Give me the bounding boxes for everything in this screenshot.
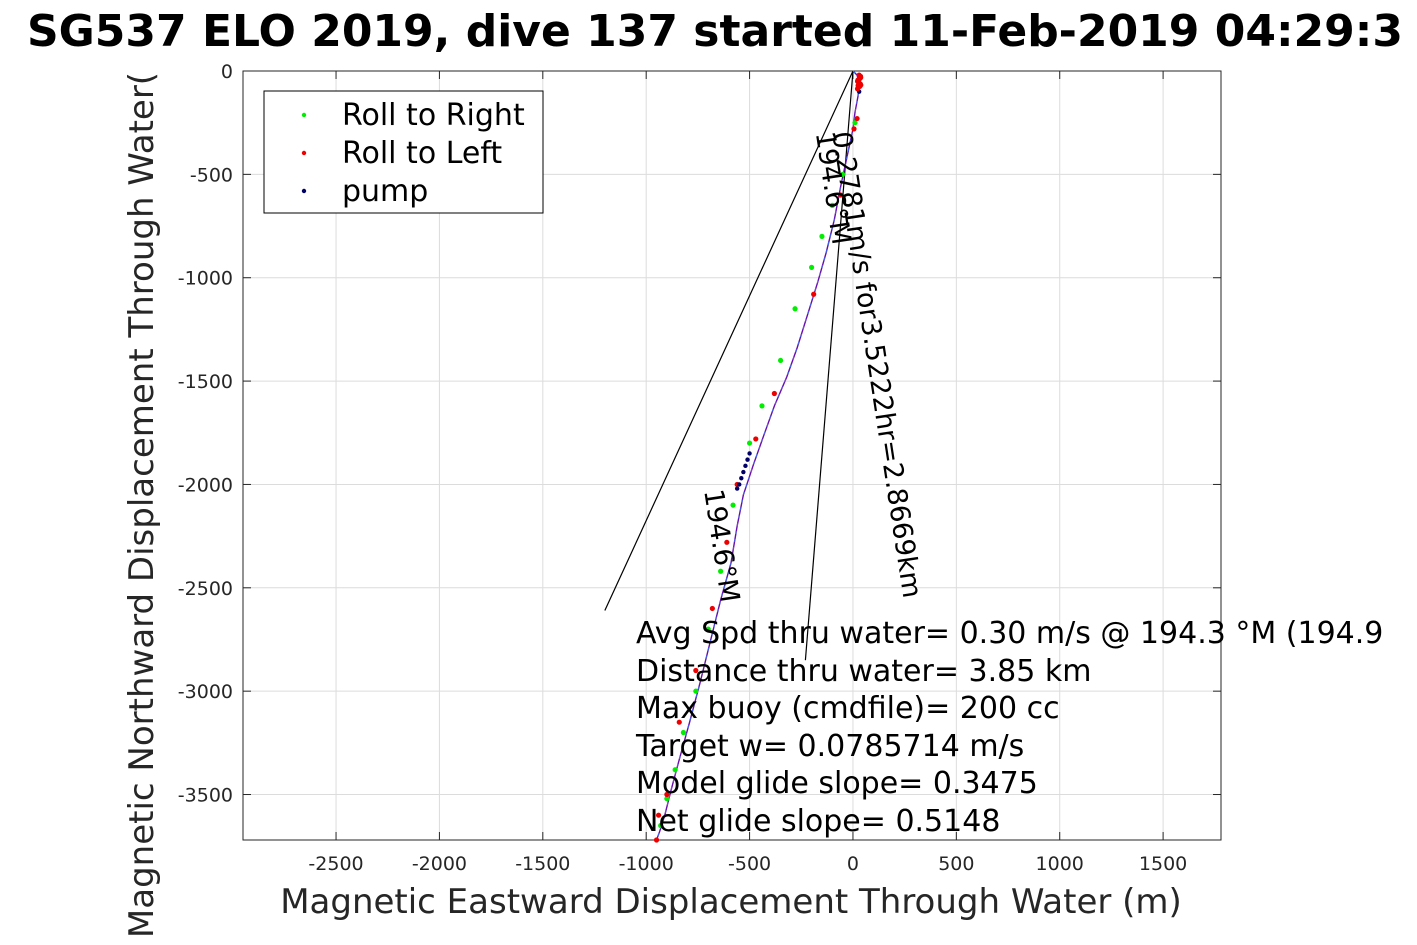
y-tick-label: -1000: [178, 268, 233, 290]
roll-to-left-point: [753, 436, 759, 442]
roll-to-left-point: [724, 539, 730, 545]
roll-to-right-point: [777, 357, 784, 364]
chart-title: SG537 ELO 2019, dive 137 started 11-Feb-…: [27, 6, 1403, 57]
roll-to-right-point: [852, 120, 858, 126]
y-tick-label: 0: [221, 61, 233, 83]
roll-to-left-point: [676, 719, 682, 725]
annotation-net-glide-slope: Net glide slope= 0.5148: [636, 804, 1000, 839]
roll-to-left-point: [854, 86, 861, 92]
roll-to-right-point: [658, 822, 664, 829]
annotation-avg-speed: Avg Spd thru water= 0.30 m/s @ 194.3 °M …: [636, 616, 1383, 651]
roll-to-left-point: [771, 390, 777, 397]
roll-to-right-point: [829, 202, 835, 208]
roll-to-right-point: [746, 440, 753, 446]
legend-box: [263, 90, 544, 214]
roll-to-right-point: [693, 688, 699, 694]
pump-point: [734, 486, 740, 491]
roll-to-right-point: [819, 233, 825, 239]
roll-to-left-point: [854, 115, 860, 122]
plot-area: [242, 70, 1222, 841]
x-tick-label: -2500: [308, 853, 363, 875]
roll-to-right-point: [759, 403, 765, 409]
roll-to-right-point: [672, 767, 678, 773]
roll-to-left-point: [851, 126, 857, 132]
x-tick-label: -500: [728, 853, 771, 875]
y-tick-label: -2000: [178, 474, 233, 496]
roll-to-right-point: [730, 502, 736, 508]
roll-to-left-point: [709, 605, 715, 612]
vector-labels: 0.2781m/s for3.5222hr=2.8669km194.6°M194…: [697, 129, 927, 604]
x-tick-label: 0: [847, 853, 859, 875]
annotation-target-w: Target w= 0.0785714 m/s: [635, 729, 1024, 764]
pump-point: [741, 469, 746, 475]
roll-to-left-point: [655, 812, 662, 818]
legend-marker-pump: [301, 188, 307, 194]
legend: Roll to Right Roll to Left pump: [263, 90, 544, 214]
axis-ticks: -2500 -2000 -1500 -1000 -500 0 500 1000 1500 0 -50…: [178, 61, 1221, 875]
y-tick-label: -500: [190, 164, 233, 186]
roll-to-right-point: [664, 796, 670, 802]
dive-statistics: Avg Spd thru water= 0.30 m/s @ 194.3 °M …: [635, 616, 1383, 839]
roll-to-left-point: [837, 192, 844, 198]
roll-pump-markers: [653, 72, 864, 843]
annotation-max-buoy: Max buoy (cmdfile)= 200 cc: [636, 691, 1060, 726]
dive-track-overlay: [656, 70, 860, 841]
roll-to-right-point: [705, 626, 711, 632]
y-tick-label: -1500: [178, 371, 233, 393]
legend-marker-roll-left: [301, 150, 307, 156]
roll-to-left-point: [811, 291, 817, 297]
x-tick-label: 1500: [1139, 853, 1187, 875]
x-tick-label: 500: [938, 853, 974, 875]
roll-to-right-point: [809, 264, 815, 270]
y-tick-label: -3500: [178, 785, 233, 807]
pump-point: [737, 482, 742, 487]
roll-to-left-point: [693, 667, 699, 674]
x-axis-label: Magnetic Eastward Displacement Through W…: [280, 882, 1182, 922]
roll-to-right-point: [680, 729, 687, 736]
pump-point: [739, 476, 744, 481]
y-tick-label: -3000: [178, 681, 233, 703]
vector-label-2: 194.6°M: [697, 487, 745, 604]
roll-to-right-point: [718, 568, 724, 574]
annotation-distance: Distance thru water= 3.85 km: [636, 654, 1091, 689]
heading-wedge-line: [604, 70, 854, 611]
pump-point: [747, 451, 752, 456]
x-tick-label: -2000: [412, 853, 467, 875]
legend-marker-roll-right: [301, 112, 307, 118]
legend-label-roll-left: Roll to Left: [342, 136, 502, 171]
x-tick-label: 1000: [1036, 853, 1084, 875]
annotation-model-glide-slope: Model glide slope= 0.3475: [636, 766, 1038, 801]
legend-label-pump: pump: [342, 174, 428, 209]
y-tick-label: -2500: [178, 578, 233, 600]
roll-to-right-point: [840, 171, 846, 177]
roll-to-right-point: [792, 306, 798, 312]
x-tick-label: -1500: [515, 853, 570, 875]
legend-label-roll-right: Roll to Right: [342, 98, 525, 133]
pump-point: [743, 463, 748, 469]
pump-point: [745, 457, 750, 462]
x-tick-label: -1000: [619, 853, 674, 875]
roll-to-left-point: [664, 791, 670, 798]
y-axis-label: Magnetic Northward Displacement Through …: [122, 72, 162, 938]
roll-to-left-point: [653, 837, 660, 843]
